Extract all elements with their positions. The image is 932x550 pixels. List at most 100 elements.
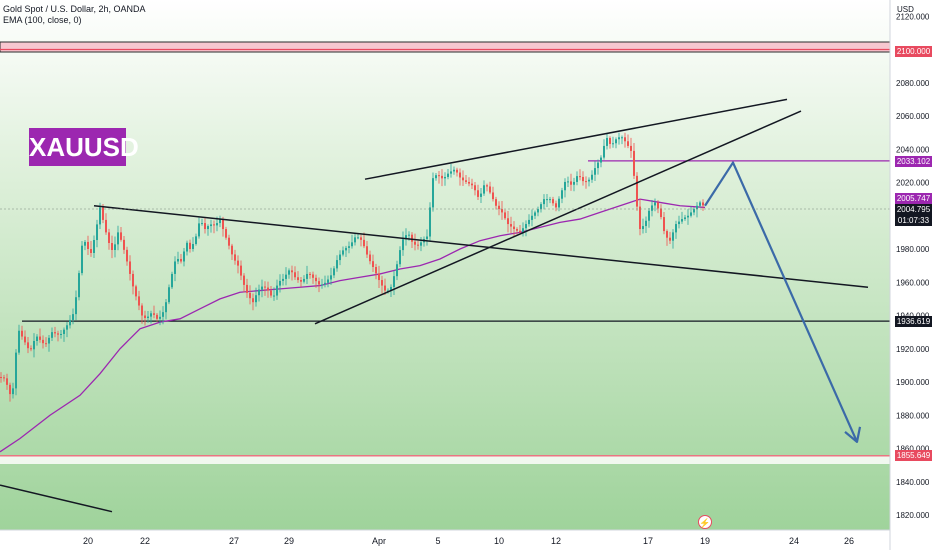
candle-body: [42, 339, 44, 344]
candle-body: [513, 226, 515, 230]
projection-path[interactable]: [704, 161, 859, 443]
ema-line[interactable]: [0, 198, 706, 453]
chart-legend: Gold Spot / U.S. Dollar, 2h, OANDA EMA (…: [3, 4, 146, 26]
candle-body: [606, 137, 608, 146]
candle-body: [264, 286, 266, 288]
candle-body: [693, 209, 695, 213]
candle-body: [522, 228, 524, 233]
candle-body: [123, 239, 125, 250]
candle-body: [657, 202, 659, 209]
candle-body: [342, 250, 344, 255]
candle-body: [474, 185, 476, 191]
candle-body: [210, 224, 212, 227]
candle-body: [201, 223, 203, 225]
candle-body: [588, 179, 590, 182]
candle-body: [561, 190, 563, 199]
indicator-label[interactable]: EMA (100, close, 0): [3, 15, 82, 25]
x-tick-label: 26: [844, 536, 854, 546]
candle-body: [204, 223, 206, 230]
candle-body: [96, 224, 98, 241]
candle-body: [699, 202, 701, 206]
candle-body: [18, 330, 20, 353]
candle-body: [99, 207, 101, 225]
candle-body: [186, 242, 188, 252]
candle-body: [162, 312, 164, 317]
candle-body: [207, 226, 209, 230]
candle-body: [87, 241, 89, 249]
candle-body: [168, 287, 170, 303]
candle-body: [399, 250, 401, 265]
candle-body: [240, 265, 242, 276]
candle-body: [369, 254, 371, 262]
x-tick-label: 5: [435, 536, 440, 546]
candle-body: [270, 290, 272, 296]
candle-body: [525, 224, 527, 229]
candle-body: [582, 176, 584, 182]
y-tick-label: 2020.000: [896, 179, 930, 188]
candle-body: [12, 388, 14, 395]
candle-body: [360, 237, 362, 240]
wedge-lower-line[interactable]: [314, 110, 802, 325]
candle-body: [552, 199, 554, 204]
candle-body: [675, 224, 677, 233]
candle-body: [429, 207, 431, 237]
candle-body: [219, 219, 221, 224]
y-tick-label: 1860.000: [896, 445, 930, 454]
candle-body: [597, 162, 599, 169]
candle-body: [477, 190, 479, 197]
candle-body: [603, 145, 605, 158]
candle-body: [414, 241, 416, 245]
candle-body: [171, 273, 173, 288]
candle-body: [531, 215, 533, 220]
symbol-title[interactable]: Gold Spot / U.S. Dollar, 2h, OANDA: [3, 4, 146, 14]
candle-body: [426, 236, 428, 240]
candle-body: [3, 377, 5, 379]
candle-body: [555, 203, 557, 208]
candle-body: [681, 219, 683, 222]
candle-body: [198, 223, 200, 237]
candle-body: [609, 137, 611, 144]
candle-body: [408, 234, 410, 236]
candle-body: [624, 137, 626, 142]
candle-body: [546, 199, 548, 201]
candle-body: [660, 208, 662, 218]
candle-body: [147, 316, 149, 318]
candle-body: [300, 280, 302, 282]
candle-body: [432, 178, 434, 208]
candle-body: [558, 198, 560, 208]
candle-body: [537, 209, 539, 213]
candle-body: [621, 137, 623, 139]
candle-body: [486, 185, 488, 187]
wedge-upper-line[interactable]: [364, 98, 788, 180]
candle-body: [45, 343, 47, 345]
candle-body: [381, 280, 383, 286]
bottom-left-line[interactable]: [0, 484, 113, 513]
candle-body: [114, 244, 116, 250]
candle-body: [174, 261, 176, 274]
lightning-icon[interactable]: ⚡: [698, 515, 712, 529]
y-tick-label: 2080.000: [896, 79, 930, 88]
x-tick-label: 29: [284, 536, 294, 546]
candle-body: [438, 175, 440, 177]
candle-body: [297, 277, 299, 281]
candle-body: [231, 245, 233, 255]
x-tick-label: 27: [229, 536, 239, 546]
candle-body: [84, 241, 86, 246]
candle-body: [450, 171, 452, 174]
candle-body: [81, 245, 83, 274]
upper-descending-line[interactable]: [93, 205, 869, 288]
candle-body: [573, 181, 575, 185]
candle-body: [654, 202, 656, 206]
candle-body: [627, 141, 629, 146]
candle-body: [267, 287, 269, 291]
y-tick-label: 1900.000: [896, 378, 930, 387]
x-tick-label: 20: [83, 536, 93, 546]
candle-body: [225, 229, 227, 238]
candle-body: [27, 342, 29, 349]
candle-body: [483, 185, 485, 194]
candle-body: [495, 199, 497, 206]
plot-background: [0, 0, 890, 530]
candle-body: [282, 278, 284, 281]
